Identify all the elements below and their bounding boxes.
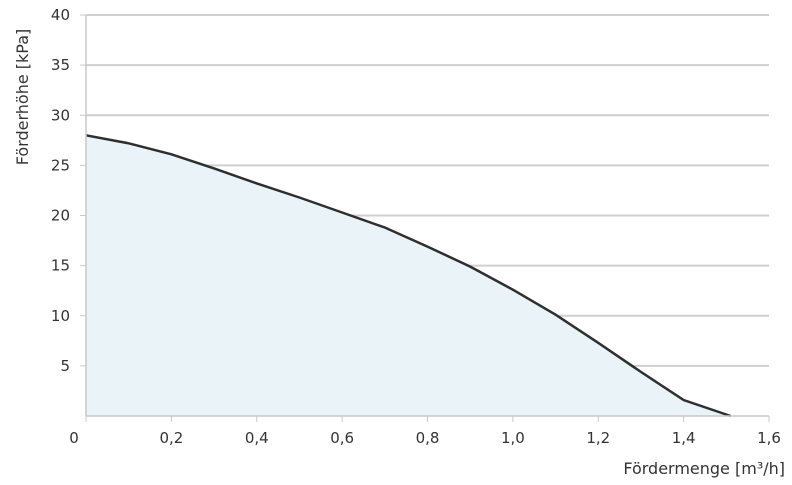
curve-area-fill (86, 135, 731, 417)
x-tick-label: 0,8 (416, 429, 440, 447)
x-tick-label: 0,6 (330, 429, 354, 447)
y-tick-label: 15 (51, 257, 70, 275)
y-tick-labels: 5 10 15 20 25 30 35 40 (51, 6, 70, 375)
y-tick-label: 35 (51, 56, 70, 74)
x-tick-label: 0,2 (159, 429, 183, 447)
y-tick-label: 20 (51, 207, 70, 225)
y-axis-label: Förderhöhe [kPa] (13, 29, 32, 166)
x-axis-label: Fördermenge [m³/h] (623, 459, 785, 478)
y-tick-label: 40 (51, 6, 70, 24)
x-tick-label: 1,2 (586, 429, 610, 447)
x-tick-label: 1,6 (757, 429, 781, 447)
y-tick-label: 10 (51, 307, 70, 325)
x-tick-label: 1,4 (672, 429, 696, 447)
y-tick-label: 25 (51, 156, 70, 174)
x-tick-label: 1,0 (501, 429, 525, 447)
y-tick-label: 30 (51, 106, 70, 124)
y-tick-label: 5 (60, 357, 70, 375)
curve-line (85, 134, 732, 418)
x-tick-label: 0,4 (245, 429, 269, 447)
x-tick-label: 0 (69, 429, 79, 447)
x-tick-labels: 0 0,2 0,4 0,6 0,8 1,0 1,2 1,4 1,6 (69, 429, 781, 447)
axes (80, 14, 770, 422)
